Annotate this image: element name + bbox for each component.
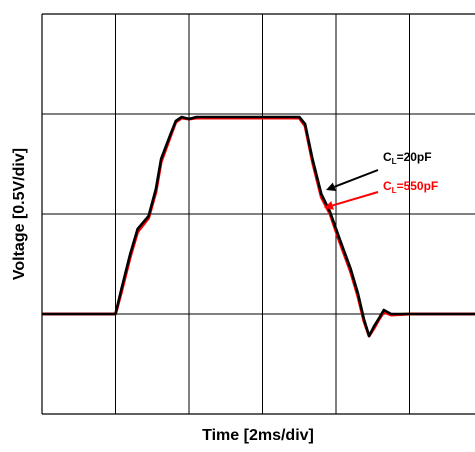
annotation-cl-550pf: CL=550pF <box>324 179 438 210</box>
series-group <box>42 115 475 338</box>
annotation-cl-20pf: CL=20pF <box>326 150 432 191</box>
annotation-arrowhead-black <box>326 182 337 191</box>
annotation-arrowhead-red <box>324 201 334 210</box>
x-axis-title: Time [2ms/div] <box>202 427 314 444</box>
annotation-label-cl-20pf: CL=20pF <box>383 150 432 166</box>
series-line-cl-20pf <box>42 115 475 338</box>
annotation-arrow-red <box>332 191 379 207</box>
annotation-label-cl-550pf: CL=550pF <box>383 179 438 195</box>
grid <box>41 13 475 415</box>
annotation-arrow-black <box>334 169 379 188</box>
y-axis-title: Voltage [0.5V/div] <box>11 148 28 280</box>
